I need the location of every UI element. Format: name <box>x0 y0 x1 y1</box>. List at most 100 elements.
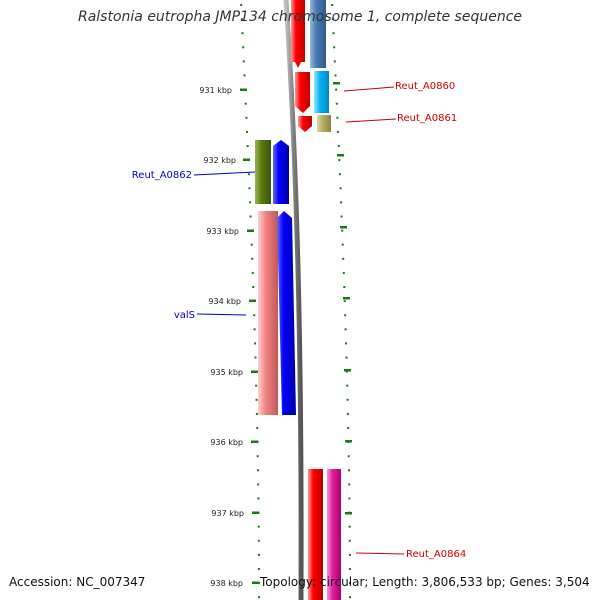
cds-red-lower[interactable] <box>308 469 323 600</box>
minor-tick <box>346 398 349 401</box>
minor-tick <box>343 300 346 303</box>
gene-reut-a0864[interactable] <box>327 469 341 600</box>
minor-tick <box>341 243 344 246</box>
minor-tick <box>253 314 256 317</box>
ruler-tick-932: 932 kbp <box>203 156 250 165</box>
label-reut-a0864[interactable]: Reut_A0864 <box>406 549 466 560</box>
minor-tick <box>345 370 348 373</box>
minor-tick <box>345 356 348 359</box>
minor-tick <box>342 257 345 260</box>
minor-tick <box>334 74 337 77</box>
gene-reut-a0862[interactable] <box>255 140 271 204</box>
minor-tick <box>333 46 336 49</box>
cds-blue-upper[interactable] <box>273 140 289 204</box>
minor-tick <box>344 314 347 317</box>
cds-red-top[interactable] <box>291 0 305 62</box>
minor-tick <box>332 32 335 35</box>
cds-red-small[interactable] <box>298 116 312 132</box>
label-reut-a0862[interactable]: Reut_A0862 <box>132 170 192 181</box>
ruler-tick-936: 936 kbp <box>210 438 258 447</box>
minor-tick <box>339 187 342 190</box>
tick-label-931: 931 kbp <box>199 86 232 95</box>
minor-tick <box>347 455 350 458</box>
minor-tick <box>346 412 349 415</box>
cds-red-middle[interactable] <box>295 72 310 113</box>
minor-tick <box>257 483 260 486</box>
minor-tick <box>240 18 243 21</box>
gene-reut-a0861[interactable] <box>317 115 331 132</box>
minor-tick <box>243 74 246 77</box>
topology-text: Topology: circular; Length: 3,806,533 bp… <box>260 575 590 589</box>
minor-tick <box>348 525 351 528</box>
ruler-tick-931: 931 kbp <box>199 86 247 95</box>
minor-tick <box>348 483 351 486</box>
minor-tick <box>255 398 258 401</box>
minor-tick <box>257 525 260 528</box>
minor-tick <box>250 243 253 246</box>
cds-blue-lower[interactable] <box>277 211 296 415</box>
genome-backbone <box>283 0 304 600</box>
minor-tick <box>255 412 258 415</box>
minor-tick <box>347 427 350 429</box>
tick-label-938: 938 kbp <box>210 579 243 588</box>
tick-label-937: 937 kbp <box>211 509 244 518</box>
minor-tick <box>246 145 249 147</box>
minor-tick <box>254 342 257 345</box>
label-reut-a0860[interactable]: Reut_A0860 <box>395 81 455 92</box>
minor-tick <box>254 356 257 359</box>
minor-tick <box>241 32 244 35</box>
label-vals[interactable]: valS <box>174 310 195 321</box>
minor-tick <box>255 384 258 387</box>
minor-tick <box>248 187 251 190</box>
minor-tick <box>340 215 343 218</box>
minor-tick <box>337 130 339 133</box>
minor-tick <box>251 257 254 260</box>
cds-red-top-head[interactable] <box>291 54 305 68</box>
minor-tick <box>333 60 336 63</box>
minor-tick <box>256 427 259 429</box>
minor-tick <box>348 469 350 472</box>
outer-major-ticks <box>333 82 352 515</box>
tick-label-936: 936 kbp <box>210 438 243 447</box>
minor-tick <box>338 173 341 176</box>
outer-tick-dots <box>331 4 351 599</box>
gene-reut-a0860[interactable] <box>314 71 329 113</box>
ruler-tick-935: 935 kbp <box>210 368 258 377</box>
minor-tick <box>345 342 348 345</box>
minor-tick <box>335 102 338 105</box>
ruler-tick-937: 937 kbp <box>211 509 259 518</box>
tick-label-934: 934 kbp <box>208 297 241 306</box>
tick-label-932: 932 kbp <box>203 156 236 165</box>
minor-tick <box>348 568 351 570</box>
forward-strand-features <box>291 0 341 600</box>
minor-tick <box>258 596 260 599</box>
minor-tick <box>348 497 351 500</box>
minor-tick <box>242 46 245 49</box>
minor-tick <box>340 201 343 204</box>
minor-tick <box>249 201 252 204</box>
ruler-tick-934: 934 kbp <box>208 297 256 306</box>
accession-text: Accession: NC_007347 <box>9 575 146 589</box>
gene-steelblue-top[interactable] <box>310 0 326 68</box>
minor-tick <box>257 568 260 570</box>
minor-tick <box>349 596 351 599</box>
minor-tick <box>348 539 351 542</box>
minor-tick <box>244 102 247 105</box>
minor-tick <box>348 553 351 556</box>
minor-tick <box>240 4 243 6</box>
minor-tick <box>349 582 351 585</box>
minor-tick <box>249 215 252 218</box>
minor-tick <box>343 286 346 288</box>
minor-tick <box>246 130 248 133</box>
minor-tick <box>256 455 259 458</box>
minor-tick <box>257 539 260 542</box>
minor-tick <box>342 271 345 274</box>
minor-tick <box>331 18 334 21</box>
minor-tick <box>253 328 256 331</box>
gene-vals[interactable] <box>258 211 278 415</box>
minor-tick <box>344 328 347 331</box>
label-reut-a0861[interactable]: Reut_A0861 <box>397 113 457 124</box>
ruler-tick-933: 933 kbp <box>206 227 254 236</box>
minor-tick <box>338 159 341 162</box>
